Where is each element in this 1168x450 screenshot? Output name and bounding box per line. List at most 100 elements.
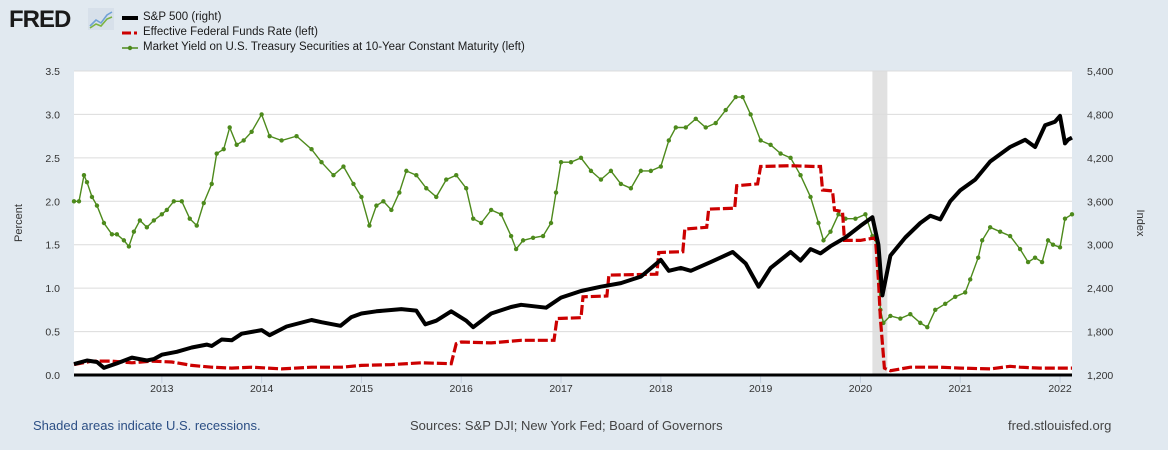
x-tick-label: 2022	[1048, 383, 1072, 395]
series-point-treasury-10y	[171, 199, 176, 204]
chart-line-icon	[88, 8, 114, 30]
series-point-treasury-10y	[397, 190, 402, 195]
x-tick-label: 2021	[949, 383, 973, 395]
series-point-treasury-10y	[89, 194, 95, 200]
y-tick-label-left: 1.5	[45, 240, 60, 252]
series-point-treasury-10y	[488, 207, 494, 213]
series-point-treasury-10y	[608, 168, 614, 174]
series-point-treasury-10y	[520, 238, 526, 243]
series-point-treasury-10y	[389, 207, 394, 213]
fred-logo-text: FRED	[9, 6, 71, 33]
series-point-treasury-10y	[713, 120, 718, 126]
gridlines	[74, 70, 1072, 333]
series-point-treasury-10y	[76, 199, 82, 204]
series-point-treasury-10y	[788, 155, 793, 161]
series-point-treasury-10y	[151, 218, 157, 223]
legend-label: S&P 500 (right)	[143, 11, 222, 23]
legend-swatch-dot-line	[122, 45, 138, 50]
series-point-treasury-10y	[404, 168, 409, 174]
series-point-treasury-10y	[478, 220, 484, 226]
x-tick-label: 2016	[450, 383, 474, 395]
series-point-treasury-10y	[618, 181, 624, 187]
series-point-treasury-10y	[888, 313, 893, 319]
series-point-treasury-10y	[568, 160, 574, 165]
recession-note[interactable]: Shaded areas indicate U.S. recessions.	[33, 418, 261, 433]
y-tick-label-right: 3,000	[1087, 240, 1113, 252]
y-tick-label-right: 3,600	[1087, 196, 1113, 208]
series-point-treasury-10y	[227, 125, 232, 130]
series-point-treasury-10y	[816, 220, 821, 226]
series-point-treasury-10y	[71, 199, 77, 204]
series-point-treasury-10y	[101, 220, 107, 226]
series-point-treasury-10y	[201, 200, 206, 206]
x-tick-label: 2013	[150, 383, 174, 395]
series-point-treasury-10y	[953, 294, 958, 300]
site-link[interactable]: fred.stlouisfed.org	[1008, 418, 1112, 433]
series-point-treasury-10y	[309, 146, 314, 152]
series-point-treasury-10y	[628, 186, 634, 191]
y-tick-label-left: 0.0	[45, 370, 60, 382]
y-axis-right-title: Index	[1134, 210, 1146, 237]
series-point-treasury-10y	[758, 138, 763, 143]
y-axis-left: 0.0 0.5 1.0 1.5 2.0 2.5 3.0 3.5	[45, 66, 60, 382]
series-point-treasury-10y	[454, 173, 459, 178]
legend-swatch-dashed-line	[122, 31, 137, 34]
sources-text: Sources: S&P DJI; New York Fed; Board of…	[410, 418, 723, 433]
series-point-treasury-10y	[578, 155, 584, 161]
series-point-treasury-10y	[381, 199, 386, 204]
recession-shading-group	[872, 71, 888, 375]
series-point-treasury-10y	[918, 320, 923, 326]
series-line-treasury-10y	[74, 96, 1073, 329]
y-tick-label-left: 3.5	[45, 66, 60, 78]
series-point-treasury-10y	[1062, 216, 1068, 221]
series-point-treasury-10y	[1017, 246, 1023, 252]
series-point-treasury-10y	[666, 138, 672, 143]
series-point-treasury-10y	[975, 255, 981, 260]
series-point-treasury-10y	[444, 177, 449, 182]
series-point-treasury-10y	[908, 312, 913, 317]
x-tick-label: 2014	[250, 383, 274, 395]
legend-item-sp500[interactable]: S&P 500 (right)	[122, 10, 525, 25]
series-point-treasury-10y	[588, 168, 594, 174]
y-tick-label-left: 0.5	[45, 327, 60, 339]
series-point-treasury-10y	[267, 133, 272, 139]
series-point-treasury-10y	[319, 160, 324, 165]
series-point-treasury-10y	[351, 181, 356, 187]
series-point-treasury-10y	[925, 325, 930, 330]
series-point-treasury-10y	[778, 151, 783, 156]
series-point-treasury-10y	[1057, 245, 1063, 250]
series-point-treasury-10y	[740, 94, 745, 100]
series-point-treasury-10y	[836, 212, 841, 217]
fred-logo[interactable]: FRED	[9, 6, 71, 33]
y-tick-label-right: 1,800	[1087, 327, 1113, 339]
series-point-treasury-10y	[798, 173, 803, 178]
series-point-treasury-10y	[703, 125, 708, 130]
series-point-treasury-10y	[748, 112, 753, 117]
series-point-treasury-10y	[863, 212, 868, 217]
series-point-treasury-10y	[414, 173, 419, 178]
series-point-treasury-10y	[164, 207, 170, 213]
legend-item-treasury-10y[interactable]: Market Yield on U.S. Treasury Securities…	[122, 40, 525, 55]
series-point-treasury-10y	[137, 218, 143, 223]
series-point-treasury-10y	[733, 94, 738, 100]
legend-item-fed-funds[interactable]: Effective Federal Funds Rate (left)	[122, 25, 525, 40]
series-point-treasury-10y	[374, 203, 379, 208]
x-axis: 2013 2014 2015 2016 2017 2018 2019 2020 2021 2022	[150, 375, 1072, 395]
series-point-treasury-10y	[898, 316, 903, 321]
series-point-treasury-10y	[1007, 233, 1013, 239]
series-point-treasury-10y	[144, 225, 150, 230]
y-tick-label-right: 2,400	[1087, 283, 1113, 295]
series-point-treasury-10y	[159, 212, 165, 217]
legend: S&P 500 (right) Effective Federal Funds …	[122, 10, 525, 55]
series-point-treasury-10y	[234, 142, 239, 148]
series-point-treasury-10y	[673, 125, 678, 130]
series-point-treasury-10y	[209, 181, 214, 187]
y-tick-label-left: 2.5	[45, 153, 60, 165]
series-point-treasury-10y	[963, 290, 968, 295]
series-point-treasury-10y	[768, 142, 773, 148]
series-point-treasury-10y	[558, 160, 564, 165]
series-point-treasury-10y	[341, 164, 346, 169]
x-tick-label: 2019	[749, 383, 773, 395]
series-point-treasury-10y	[471, 216, 476, 221]
